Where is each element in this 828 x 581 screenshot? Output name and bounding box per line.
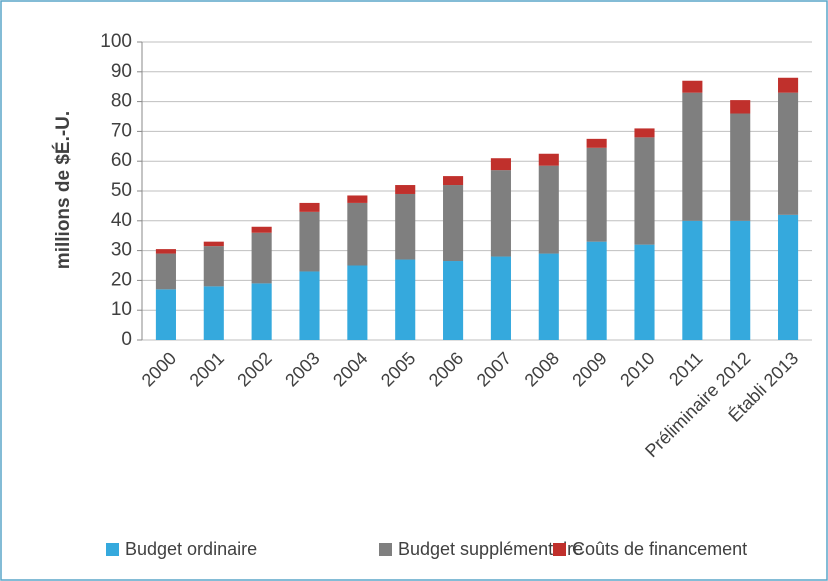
y-tick-label: 90 [111,61,132,82]
bar-segment [490,170,511,257]
bar-segment [299,202,320,212]
bar-segment [778,77,799,93]
legend-label: Budget ordinaire [125,539,257,559]
bar-segment [443,185,464,262]
bar-segment [730,100,751,114]
y-axis-label: millions de $É.-U. [52,111,74,269]
bar-segment [395,193,416,260]
y-tick-label: 20 [111,269,132,290]
bar-segment [730,113,751,221]
y-tick-label: 80 [111,91,132,112]
bar-segment [586,241,607,340]
bar-segment [155,249,176,254]
bar-segment [203,241,224,247]
bar-segment [395,259,416,340]
y-tick-label: 100 [100,31,132,52]
bar-segment [586,138,607,148]
bar-segment [778,214,799,340]
bar-segment [299,211,320,272]
bar-segment [155,289,176,340]
bar-segment [251,283,272,340]
bar-segment [347,195,368,203]
y-tick-label: 10 [111,299,132,320]
bar-segment [538,165,559,254]
bar-segment [395,185,416,194]
bar-segment [586,147,607,242]
bar-segment [634,137,655,245]
y-tick-label: 40 [111,210,132,231]
bar-segment [203,246,224,287]
y-tick-label: 70 [111,120,132,141]
bar-segment [778,92,799,215]
bar-segment [682,220,703,340]
y-tick-label: 60 [111,150,132,171]
bar-segment [490,158,511,171]
legend-label: Budget supplémentaire [398,539,583,559]
bar-segment [490,256,511,340]
bar-segment [251,226,272,233]
bar-segment [443,176,464,186]
bar-segment [203,286,224,340]
bar-segment [347,265,368,340]
bar-segment [251,232,272,284]
bar-segment [299,271,320,340]
bar-segment [538,153,559,166]
bar-segment [155,253,176,290]
y-tick-label: 50 [111,180,132,201]
bar-segment [682,92,703,221]
bar-segment [730,220,751,340]
bar-segment [538,253,559,340]
y-tick-label: 0 [121,329,132,350]
legend-swatch [106,543,119,556]
bar-segment [347,202,368,266]
y-tick-label: 30 [111,240,132,261]
bar-segment [634,244,655,340]
legend-swatch [379,543,392,556]
legend-swatch [553,543,566,556]
bar-segment [634,128,655,138]
legend-label: Coûts de financement [572,539,747,559]
bar-segment [443,261,464,340]
bar-segment [682,80,703,93]
